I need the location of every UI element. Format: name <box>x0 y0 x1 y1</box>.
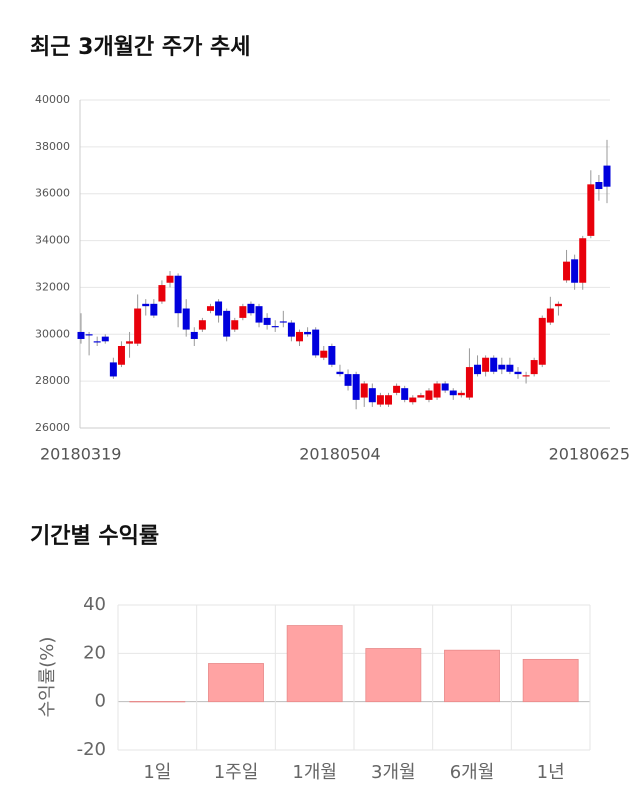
x-tick-label: 20180504 <box>299 445 380 464</box>
candle-body <box>563 261 571 281</box>
candle-body <box>360 383 368 398</box>
candle-body <box>198 320 206 330</box>
candle-body <box>587 184 595 236</box>
candle-body <box>206 306 214 311</box>
candle-body <box>215 301 223 316</box>
bar <box>129 701 186 703</box>
candle-body <box>490 357 498 372</box>
candle-body <box>498 364 506 370</box>
x-tick-label: 1년 <box>537 762 565 783</box>
candle-body <box>352 374 360 400</box>
x-tick-label: 1주일 <box>214 762 259 783</box>
candle-body <box>190 331 198 339</box>
chart-title: 최근 3개월간 주가 추세 <box>30 35 250 60</box>
candle-body <box>344 374 352 386</box>
candle-body <box>158 285 166 302</box>
bar <box>444 649 500 703</box>
candle-body <box>393 385 401 393</box>
candle-body <box>279 321 287 323</box>
y-tick-label: 30000 <box>35 327 70 340</box>
candle-body <box>239 306 247 318</box>
y-tick-label: 26000 <box>35 421 70 434</box>
y-tick-label: 40000 <box>35 93 70 106</box>
candle-body <box>482 357 490 372</box>
chart-title: 기간별 수익률 <box>30 524 159 549</box>
y-tick-label: 34000 <box>35 234 70 247</box>
candle-body <box>312 329 320 356</box>
candle-body <box>538 317 546 365</box>
y-tick-label: 0 <box>95 691 106 712</box>
candle-body <box>425 390 433 400</box>
candle-body <box>166 275 174 283</box>
candle-body <box>263 317 271 325</box>
bar <box>522 658 579 703</box>
candle-body <box>142 303 150 307</box>
candle-body <box>579 238 587 283</box>
y-tick-label: 36000 <box>35 187 70 200</box>
candle-body <box>255 306 263 323</box>
candle-body <box>109 362 117 377</box>
candle-body <box>77 331 85 339</box>
candle-body <box>93 341 101 343</box>
candle-body <box>85 334 93 336</box>
x-tick-label: 1개월 <box>292 762 337 783</box>
x-tick-label: 1일 <box>143 762 171 783</box>
y-tick-label: 20 <box>83 642 106 663</box>
candle-body <box>417 395 425 398</box>
x-tick-label: 6개월 <box>450 762 495 783</box>
bar <box>286 625 343 703</box>
candle-body <box>401 388 409 400</box>
candle-body <box>409 397 417 403</box>
candle-body <box>465 367 473 398</box>
candle-body <box>101 336 109 342</box>
candle-body <box>603 165 611 187</box>
candle-body <box>514 371 522 375</box>
y-tick-label: -20 <box>77 739 106 760</box>
candle-body <box>571 259 579 283</box>
x-tick-label: 20180625 <box>549 445 630 464</box>
y-tick-label: 32000 <box>35 280 70 293</box>
candle-body <box>231 320 239 330</box>
candle-body <box>304 331 312 335</box>
candle-body <box>287 322 295 337</box>
candle-body <box>150 303 158 316</box>
candle-body <box>546 308 554 323</box>
y-tick-label: 28000 <box>35 374 70 387</box>
candle-body <box>328 346 336 365</box>
y-tick-label: 38000 <box>35 140 70 153</box>
candle-body <box>368 388 376 403</box>
bar <box>208 663 264 703</box>
candle-body <box>506 364 514 372</box>
candle-body <box>182 308 190 330</box>
candle-body <box>595 182 603 190</box>
y-tick-label: 40 <box>83 594 106 615</box>
candle-body <box>376 395 384 405</box>
candle-body <box>433 383 441 398</box>
candle-body <box>441 383 449 391</box>
candle-body <box>295 331 303 342</box>
candle-body <box>530 360 538 375</box>
candle-body <box>174 275 182 314</box>
candle-body <box>385 395 393 405</box>
candle-body <box>449 390 457 396</box>
candle-body <box>457 392 465 396</box>
candle-body <box>117 346 125 365</box>
candle-body <box>223 310 231 337</box>
candle-body <box>336 371 344 375</box>
candle-body <box>247 303 255 314</box>
candle-body <box>134 308 142 344</box>
x-tick-label: 3개월 <box>371 762 416 783</box>
candle-body <box>126 341 134 344</box>
bar <box>365 648 422 703</box>
candle-body <box>320 350 328 358</box>
candle-body <box>554 303 562 307</box>
candle-body <box>522 375 530 377</box>
candle-body <box>474 364 482 375</box>
y-axis-label: 수익률(%) <box>37 637 58 718</box>
candle-body <box>271 326 279 328</box>
x-tick-label: 20180319 <box>40 445 121 464</box>
